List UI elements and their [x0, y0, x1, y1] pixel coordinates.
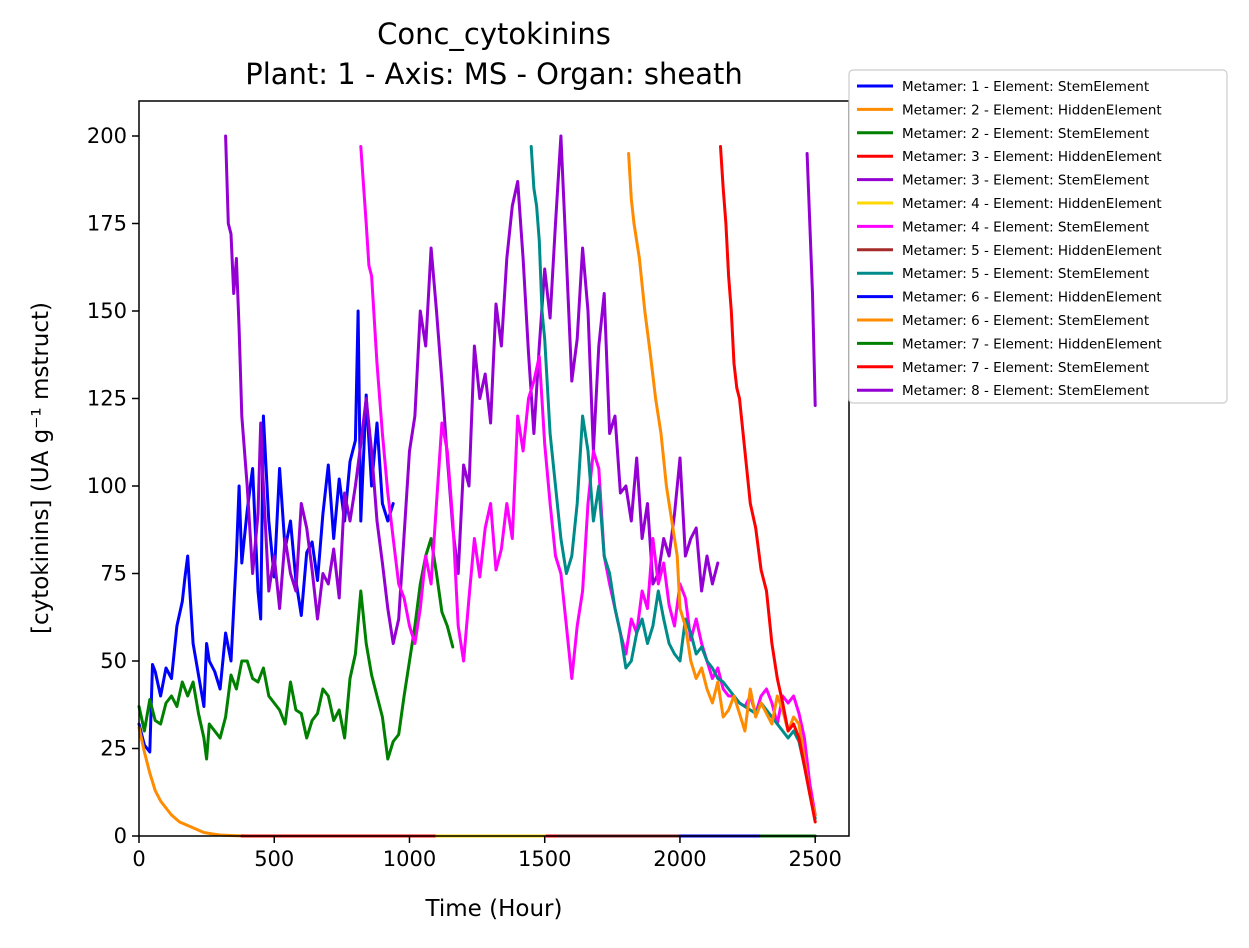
x-tick-label: 0: [132, 847, 145, 871]
y-tick-label: 100: [87, 474, 127, 498]
legend-entry-label: Metamer: 2 - Element: HiddenElement: [902, 102, 1162, 118]
legend-entry-label: Metamer: 6 - Element: HiddenElement: [902, 290, 1162, 306]
chart-subtitle: Plant: 1 - Axis: MS - Organ: sheath: [245, 57, 743, 91]
x-tick-label: 1000: [383, 847, 436, 871]
legend: Metamer: 1 - Element: StemElement Metamer…: [848, 69, 1228, 404]
plot-frame: [138, 100, 850, 837]
legend-entry-label: Metamer: 1 - Element: StemElement: [902, 79, 1149, 95]
legend-frame: [848, 69, 1228, 404]
legend-entry-label: Metamer: 4 - Element: HiddenElement: [902, 196, 1162, 212]
legend-entry-label: Metamer: 4 - Element: StemElement: [902, 219, 1149, 235]
y-tick-label: 200: [87, 124, 127, 148]
chart-title: Conc_cytokinins: [377, 17, 611, 51]
y-tick-label: 50: [100, 649, 127, 673]
y-tick-label: 25: [100, 737, 127, 761]
series-line-13: [719, 145, 817, 824]
y-tick-label: 75: [100, 562, 127, 586]
series-line-3: [137, 537, 455, 761]
legend-entry-label: Metamer: 3 - Element: StemElement: [902, 173, 1149, 189]
series-line-11: [627, 152, 817, 817]
legend-entry-label: Metamer: 5 - Element: StemElement: [902, 266, 1149, 282]
series-line-14: [805, 152, 817, 407]
series-line-5: [224, 134, 720, 645]
x-tick-label: 2000: [653, 847, 706, 871]
x-tick-label: 500: [254, 847, 294, 871]
legend-entry-label: Metamer: 8 - Element: StemElement: [902, 383, 1149, 399]
x-tick-label: 2500: [788, 847, 841, 871]
legend-entry-label: Metamer: 7 - Element: HiddenElement: [902, 336, 1162, 352]
y-tick-label: 0: [114, 824, 127, 848]
ticks-layer: 0 500 1000 1500 2000 2500 0 25 50 75 100 125 150 175 2…: [87, 124, 842, 871]
legend-entry-label: Metamer: 6 - Element: StemElement: [902, 313, 1149, 329]
x-tick-label: 1500: [518, 847, 571, 871]
legend-entry-label: Metamer: 2 - Element: StemElement: [902, 126, 1149, 142]
series-line-1: [137, 309, 395, 754]
y-tick-label: 125: [87, 387, 127, 411]
y-axis-label: [cytokinins] (UA g⁻¹ mstruct): [28, 302, 54, 634]
y-tick-label: 150: [87, 299, 127, 323]
legend-entry-label: Metamer: 5 - Element: HiddenElement: [902, 243, 1162, 259]
legend-entry-label: Metamer: 3 - Element: HiddenElement: [902, 149, 1162, 165]
y-tick-label: 175: [87, 212, 127, 236]
x-axis-label: Time (Hour): [425, 896, 563, 922]
legend-entry-label: Metamer: 7 - Element: StemElement: [902, 360, 1149, 376]
